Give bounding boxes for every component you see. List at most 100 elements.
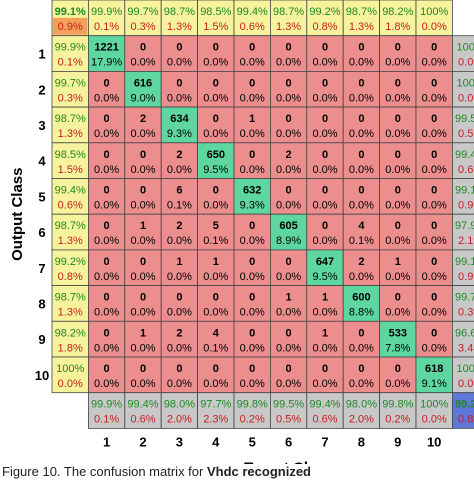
left-summary-bottom: 0.0% bbox=[58, 378, 83, 390]
matrix-cell-bottom: 0.0% bbox=[422, 200, 447, 212]
matrix-cell-top: 2 bbox=[358, 256, 364, 268]
matrix-cell-top: 0 bbox=[104, 292, 110, 304]
matrix-cell-bottom: 0.0% bbox=[94, 307, 119, 319]
off-diagonal-cell bbox=[379, 249, 417, 286]
y-tick-label: 7 bbox=[38, 261, 45, 276]
matrix-cell-top: 0 bbox=[213, 77, 219, 89]
top-summary-top: 98.7% bbox=[346, 6, 377, 18]
right-summary-top: 100% bbox=[457, 77, 474, 89]
matrix-cell-bottom: 0.0% bbox=[385, 92, 410, 104]
bottom-summary-bottom: 2.3% bbox=[203, 414, 228, 426]
x-tick-label: 3 bbox=[176, 434, 183, 449]
left-summary-top: 100% bbox=[56, 363, 84, 375]
matrix-cell-top: 1 bbox=[140, 327, 146, 339]
left-summary-cell bbox=[51, 142, 89, 179]
diagonal-cell bbox=[197, 142, 235, 179]
matrix-cell-bottom: 0.0% bbox=[385, 307, 410, 319]
matrix-cell-top: 0 bbox=[395, 292, 401, 304]
off-diagonal-cell bbox=[233, 249, 271, 286]
matrix-cell-bottom: 9.3% bbox=[240, 200, 265, 212]
y-tick-label: 6 bbox=[38, 225, 45, 240]
bottom-summary-top: 99.4% bbox=[127, 399, 158, 411]
left-summary-cell bbox=[51, 35, 89, 72]
matrix-cell-top: 0 bbox=[140, 185, 146, 197]
matrix-cell-top: 0 bbox=[322, 185, 328, 197]
top-summary-bottom: 0.1% bbox=[94, 21, 119, 33]
bottom-summary-top: 98.0% bbox=[164, 399, 195, 411]
bottom-summary-cell bbox=[342, 392, 381, 429]
off-diagonal-cell bbox=[306, 71, 344, 108]
top-summary-top: 98.2% bbox=[382, 6, 413, 18]
matrix-cell-bottom: 0.0% bbox=[312, 378, 337, 390]
right-summary-top: 96.6% bbox=[455, 327, 474, 339]
top-summary-cell bbox=[415, 0, 453, 37]
matrix-cell-top: 0 bbox=[249, 149, 255, 161]
caption-prefix: Figure 10. The bbox=[2, 464, 87, 479]
bottom-summary-top: 100% bbox=[420, 399, 448, 411]
off-diagonal-cell bbox=[415, 213, 453, 251]
matrix-cell-bottom: 0.0% bbox=[422, 307, 447, 319]
left-summary-cell bbox=[51, 106, 89, 144]
matrix-cell-bottom: 0.0% bbox=[203, 92, 228, 104]
off-diagonal-cell bbox=[342, 106, 381, 144]
top-summary-top: 99.4% bbox=[237, 6, 268, 18]
x-tick-label: 4 bbox=[212, 434, 220, 449]
diagonal-cell bbox=[269, 213, 308, 251]
matrix-cell-top: 5 bbox=[213, 220, 219, 232]
top-summary-bottom: 0.8% bbox=[312, 21, 337, 33]
off-diagonal-cell bbox=[306, 142, 344, 179]
matrix-cell-bottom: 0.1% bbox=[349, 235, 374, 247]
right-summary-bottom: 0.9% bbox=[458, 271, 474, 283]
y-tick-label: 9 bbox=[38, 332, 45, 347]
matrix-cell-bottom: 9.5% bbox=[312, 271, 337, 283]
matrix-cell-top: 0 bbox=[140, 363, 146, 375]
bottom-summary-top: 97.7% bbox=[200, 399, 231, 411]
matrix-cell-top: 0 bbox=[286, 77, 292, 89]
matrix-cell-bottom: 0.0% bbox=[130, 57, 155, 69]
right-summary-bottom: 0.5% bbox=[458, 128, 474, 140]
caption-middle: confusion matrix for bbox=[86, 464, 207, 479]
matrix-cell-bottom: 0.0% bbox=[130, 164, 155, 176]
top-summary-top: 100% bbox=[420, 6, 448, 18]
matrix-cell-top: 0 bbox=[176, 77, 182, 89]
matrix-cell-top: 0 bbox=[322, 42, 328, 54]
matrix-cell-bottom: 0.0% bbox=[276, 128, 301, 140]
off-diagonal-cell bbox=[415, 320, 453, 358]
matrix-cell-top: 1 bbox=[322, 327, 328, 339]
matrix-cell-top: 616 bbox=[134, 77, 152, 89]
off-diagonal-cell bbox=[160, 142, 198, 179]
matrix-cell-top: 2 bbox=[176, 149, 182, 161]
top-summary-cell bbox=[379, 0, 417, 37]
matrix-cell-bottom: 0.0% bbox=[167, 271, 192, 283]
matrix-cell-top: 0 bbox=[431, 149, 437, 161]
off-diagonal-cell bbox=[379, 213, 417, 251]
matrix-cell-bottom: 0.0% bbox=[94, 128, 119, 140]
matrix-cell-bottom: 0.0% bbox=[276, 307, 301, 319]
matrix-cell-top: 0 bbox=[431, 42, 437, 54]
off-diagonal-cell bbox=[269, 35, 308, 72]
matrix-cell-top: 0 bbox=[176, 363, 182, 375]
matrix-cell-top: 0 bbox=[286, 327, 292, 339]
matrix-cell-bottom: 0.0% bbox=[130, 200, 155, 212]
off-diagonal-cell bbox=[269, 106, 308, 144]
matrix-cell-top: 0 bbox=[286, 113, 292, 125]
matrix-cell-bottom: 0.0% bbox=[240, 271, 265, 283]
off-diagonal-cell bbox=[197, 356, 235, 394]
matrix-cell-top: 0 bbox=[249, 292, 255, 304]
matrix-cell-top: 0 bbox=[431, 256, 437, 268]
top-summary-bottom: 1.5% bbox=[203, 21, 228, 33]
matrix-cell-top: 0 bbox=[104, 363, 110, 375]
off-diagonal-cell bbox=[342, 71, 381, 108]
matrix-cell-top: 2 bbox=[140, 113, 146, 125]
caption-bold-tail: Vhdc recognized bbox=[206, 464, 311, 479]
matrix-cell-top: 4 bbox=[213, 327, 220, 339]
matrix-cell-bottom: 0.0% bbox=[385, 57, 410, 69]
corner-bottom-right-cell bbox=[451, 392, 474, 429]
off-diagonal-cell bbox=[88, 106, 126, 144]
diagonal-cell bbox=[88, 35, 126, 72]
left-summary-top: 98.2% bbox=[55, 327, 86, 339]
matrix-cell-bottom: 0.0% bbox=[203, 307, 228, 319]
left-summary-bottom: 1.5% bbox=[58, 164, 83, 176]
diagonal-cell bbox=[233, 178, 271, 215]
top-summary-bottom: 1.8% bbox=[385, 21, 410, 33]
